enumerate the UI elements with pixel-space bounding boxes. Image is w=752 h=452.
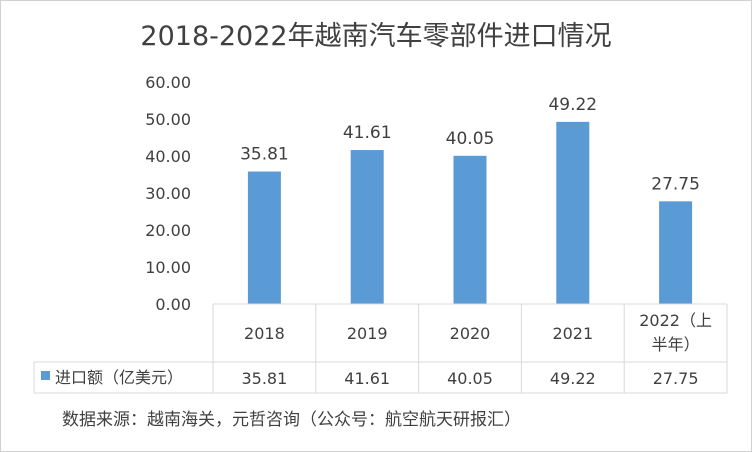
table-value: 41.61 (344, 369, 390, 388)
bar (556, 121, 590, 304)
y-tick-label: 60.00 (145, 73, 191, 92)
table-value: 35.81 (241, 369, 287, 388)
y-tick-label: 20.00 (145, 221, 191, 240)
bar (350, 150, 384, 304)
legend-label: 进口额（亿美元） (55, 368, 183, 387)
table-value: 27.75 (653, 369, 699, 388)
x-tick-label: 2021 (552, 324, 593, 343)
data-label: 40.05 (446, 129, 495, 149)
y-tick-label: 50.00 (145, 110, 191, 129)
source-note: 数据来源：越南海关，元哲咨询（公众号：航空航天研报汇） (62, 410, 521, 430)
x-tick-label: 2020 (450, 324, 491, 343)
bar (453, 155, 487, 304)
x-tick-label: 2019 (347, 324, 388, 343)
table-value: 49.22 (550, 369, 596, 388)
y-tick-label: 30.00 (145, 184, 191, 203)
data-label: 35.81 (240, 145, 289, 165)
y-tick-label: 40.00 (145, 147, 191, 166)
bar (659, 201, 693, 304)
x-tick-label: 2018 (244, 324, 285, 343)
chart-title: 2018-2022年越南汽车零部件进口情况 (140, 21, 612, 52)
x-tick-label: 2022（上 (639, 311, 712, 330)
legend-swatch (41, 371, 50, 380)
bar (247, 171, 281, 304)
data-label: 49.22 (548, 95, 597, 115)
data-label: 27.75 (651, 174, 700, 194)
y-tick-label: 10.00 (145, 258, 191, 277)
table-value: 40.05 (447, 369, 493, 388)
data-label: 41.61 (343, 123, 392, 143)
x-tick-label: 半年） (652, 335, 700, 354)
y-tick-label: 0.00 (155, 295, 191, 314)
